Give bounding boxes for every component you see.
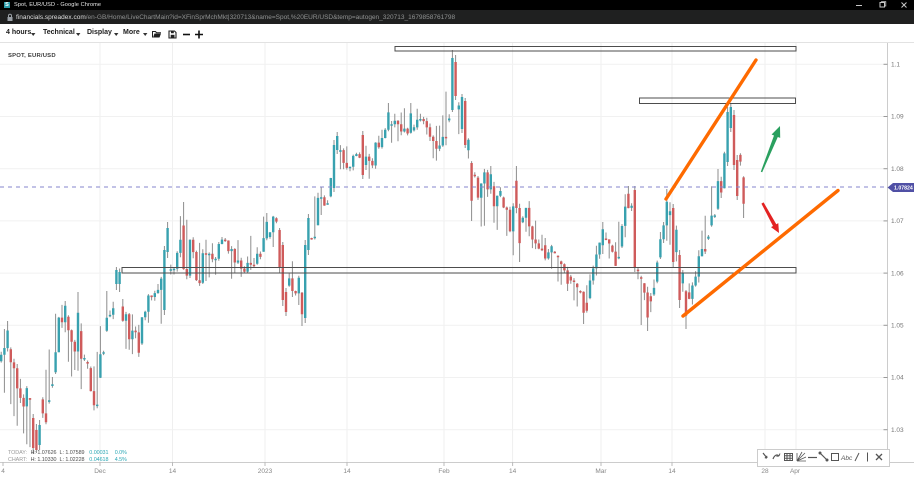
svg-text:Apr: Apr xyxy=(790,468,801,475)
svg-text:Feb: Feb xyxy=(438,468,450,475)
svg-text:Mar: Mar xyxy=(595,468,607,475)
svg-text:14: 14 xyxy=(343,468,351,475)
svg-text:28: 28 xyxy=(761,468,769,475)
svg-text:14: 14 xyxy=(169,468,177,475)
svg-text:Abc: Abc xyxy=(840,455,853,462)
svg-text:1.1: 1.1 xyxy=(891,62,900,69)
svg-text:Dec: Dec xyxy=(94,468,106,475)
svg-text:1.07: 1.07 xyxy=(891,218,904,225)
svg-text:1.07824: 1.07824 xyxy=(894,186,913,192)
svg-text:1.08: 1.08 xyxy=(891,166,904,173)
svg-text:1.09: 1.09 xyxy=(891,114,904,121)
svg-text:1.03: 1.03 xyxy=(891,427,904,434)
svg-text:14: 14 xyxy=(668,468,676,475)
svg-text:2023: 2023 xyxy=(258,468,273,475)
svg-text:4: 4 xyxy=(1,468,5,475)
svg-text:14: 14 xyxy=(509,468,517,475)
svg-text:1.05: 1.05 xyxy=(891,323,904,330)
svg-text:1.06: 1.06 xyxy=(891,270,904,277)
svg-text:1.04: 1.04 xyxy=(891,375,904,382)
